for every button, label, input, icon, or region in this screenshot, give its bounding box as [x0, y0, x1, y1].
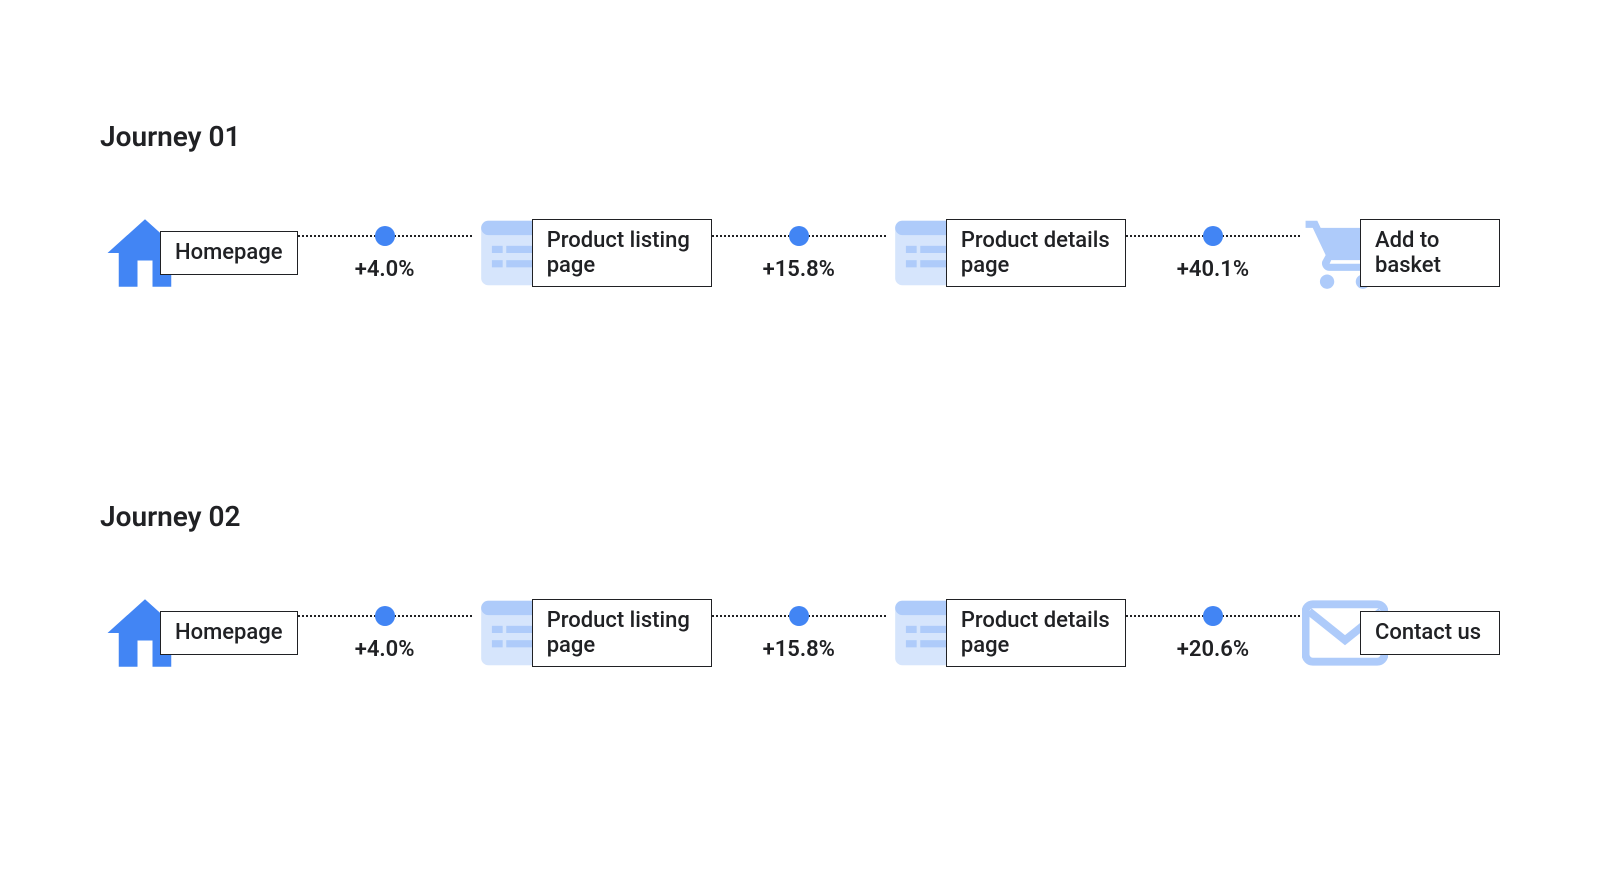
- step-add-to-basket: Add to basket: [1300, 208, 1500, 298]
- step-contact-us: Contact us: [1300, 588, 1500, 678]
- dot-marker: [789, 606, 809, 626]
- connector-value: +4.0%: [355, 257, 415, 282]
- step-product-details: Product details page: [886, 208, 1126, 298]
- dot-marker: [1203, 226, 1223, 246]
- journey-title: Journey 02: [100, 500, 1500, 533]
- connector: +20.6%: [1126, 603, 1300, 663]
- step-label: Add to basket: [1360, 219, 1500, 288]
- journey-flow: Homepage +4.0% Product listing page +15.…: [100, 583, 1500, 683]
- connector-value: +15.8%: [763, 257, 835, 282]
- dot-marker: [1203, 606, 1223, 626]
- step-label: Homepage: [160, 231, 298, 274]
- step-product-listing: Product listing page: [472, 208, 712, 298]
- step-label: Product listing page: [532, 599, 712, 668]
- connector-value: +20.6%: [1177, 637, 1249, 662]
- journey-2: Journey 02 Homepage +4.0% Product listin…: [100, 500, 1500, 683]
- dot-marker: [375, 606, 395, 626]
- connector-value: +40.1%: [1177, 257, 1249, 282]
- step-product-listing: Product listing page: [472, 588, 712, 678]
- step-label: Contact us: [1360, 611, 1500, 654]
- connector: +15.8%: [712, 603, 886, 663]
- step-product-details: Product details page: [886, 588, 1126, 678]
- journey-1: Journey 01 Homepage +4.0% Product listin…: [100, 120, 1500, 303]
- connector: +15.8%: [712, 223, 886, 283]
- step-label: Product details page: [946, 219, 1126, 288]
- journey-flow: Homepage +4.0% Product listing page +15.…: [100, 203, 1500, 303]
- step-label: Product listing page: [532, 219, 712, 288]
- connector: +40.1%: [1126, 223, 1300, 283]
- connector: +4.0%: [298, 223, 472, 283]
- step-label: Homepage: [160, 611, 298, 654]
- dot-marker: [789, 226, 809, 246]
- connector-value: +15.8%: [763, 637, 835, 662]
- connector-value: +4.0%: [355, 637, 415, 662]
- step-label: Product details page: [946, 599, 1126, 668]
- journey-title: Journey 01: [100, 120, 1500, 153]
- step-homepage: Homepage: [100, 588, 298, 678]
- connector: +4.0%: [298, 603, 472, 663]
- step-homepage: Homepage: [100, 208, 298, 298]
- dot-marker: [375, 226, 395, 246]
